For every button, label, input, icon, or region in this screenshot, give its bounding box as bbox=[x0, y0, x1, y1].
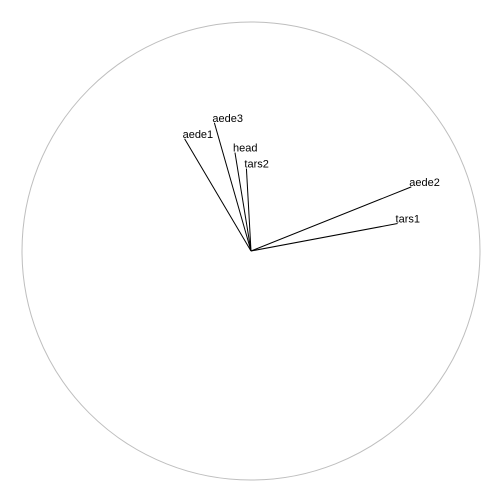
arrow-tars2 bbox=[245, 168, 252, 252]
label-tars1: tars1 bbox=[396, 214, 420, 226]
label-aede1: aede1 bbox=[183, 129, 214, 141]
arrow-aede1 bbox=[184, 138, 252, 252]
label-tars2: tars2 bbox=[244, 159, 268, 171]
arrow-tars1 bbox=[250, 223, 398, 252]
variable-arrows bbox=[184, 122, 412, 252]
label-head: head bbox=[233, 143, 257, 155]
arrow-head bbox=[234, 152, 252, 252]
arrow-aede2 bbox=[250, 186, 412, 252]
unit-circle bbox=[21, 21, 481, 481]
arrow-aede3 bbox=[213, 122, 252, 252]
label-aede2: aede2 bbox=[409, 177, 440, 189]
variable-labels: aede1 aede3 head tars2 aede2 tars1 bbox=[183, 113, 440, 226]
label-aede3: aede3 bbox=[212, 113, 243, 125]
